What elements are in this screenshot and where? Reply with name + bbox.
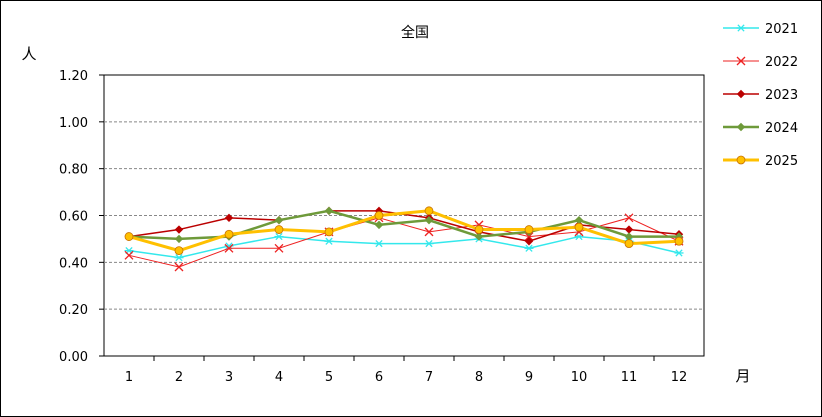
x-tick-label: 11: [621, 370, 638, 385]
data-point: [174, 234, 184, 244]
y-tick-label: 0.40: [59, 256, 88, 271]
y-tick-label: 0.60: [59, 210, 88, 225]
data-point: [736, 155, 746, 165]
data-point: [324, 237, 334, 245]
x-tick-label: 1: [125, 370, 133, 385]
data-point: [124, 232, 134, 241]
series-2025: [124, 206, 684, 256]
y-tick-label: 1.20: [59, 69, 88, 84]
chart-title: 全国: [401, 24, 429, 41]
data-point: [736, 56, 746, 66]
data-point: [424, 206, 434, 216]
x-tick-label: 6: [375, 370, 383, 385]
data-point: [424, 239, 434, 248]
data-point: [574, 222, 584, 232]
data-point: [424, 215, 434, 225]
data-point: [474, 232, 484, 241]
legend-label: 2025: [765, 154, 798, 169]
data-point: [224, 243, 234, 253]
y-tick-label: 0.80: [59, 163, 88, 178]
data-point: [324, 227, 334, 237]
y-tick-label: 1.00: [59, 116, 88, 131]
data-point: [474, 225, 484, 234]
legend-label: 2024: [765, 121, 798, 136]
data-point: [274, 232, 284, 241]
data-point: [524, 225, 534, 234]
data-point: [624, 213, 634, 223]
legend-label: 2021: [765, 22, 798, 37]
x-tick-label: 4: [275, 370, 283, 385]
data-point: [124, 250, 134, 260]
series-line: [128, 235, 680, 259]
data-point: [224, 229, 234, 239]
data-point: [524, 244, 534, 252]
legend-item: 2024: [723, 121, 798, 136]
data-point: [174, 225, 184, 234]
legend-label: 2023: [765, 88, 798, 103]
x-tick-label: 12: [671, 370, 688, 385]
x-tick-label: 10: [571, 370, 588, 385]
data-point: [224, 213, 234, 223]
data-point: [374, 211, 384, 220]
x-tick-labels: 1 2 3 4 5 6 7 8 9 10 11 12: [125, 370, 687, 385]
data-point: [624, 239, 634, 249]
data-point: [174, 262, 184, 272]
legend: 2021 2022 2023 2024 2025: [723, 22, 798, 169]
data-point: [174, 246, 184, 256]
legend-item: 2022: [723, 55, 798, 70]
x-tick-label: 7: [425, 370, 433, 385]
y-tick-labels: 0.00 0.20 0.40 0.60 0.80 1.00 1.20: [59, 69, 88, 365]
legend-item: 2021: [723, 22, 798, 37]
data-point: [274, 243, 284, 253]
x-tick-label: 9: [525, 370, 533, 385]
x-axis-unit-label: 月: [735, 367, 750, 385]
y-tick-label: 0.00: [59, 350, 88, 365]
x-tick-label: 2: [175, 370, 183, 385]
data-point: [174, 254, 184, 262]
x-tick-label: 5: [325, 370, 333, 385]
data-point: [524, 232, 534, 242]
data-point: [324, 206, 334, 216]
legend-label: 2022: [765, 55, 798, 70]
gridlines: [99, 74, 704, 361]
y-tick-label: 0.20: [59, 303, 88, 318]
data-point: [274, 215, 284, 225]
data-point: [374, 239, 384, 248]
data-point: [274, 225, 284, 234]
data-point: [374, 220, 384, 230]
x-tick-label: 3: [225, 370, 233, 385]
legend-item: 2023: [723, 88, 798, 103]
legend-item: 2025: [723, 154, 798, 169]
data-point: [736, 24, 746, 32]
data-point: [524, 237, 534, 246]
data-point: [736, 89, 746, 99]
y-axis-unit-label: 人: [21, 45, 36, 63]
data-point: [424, 227, 434, 237]
series-group: [124, 206, 684, 272]
series-line: [128, 209, 680, 253]
data-point: [674, 236, 684, 246]
data-point: [736, 122, 746, 132]
data-point: [674, 249, 684, 257]
x-tick-label: 8: [475, 370, 483, 385]
